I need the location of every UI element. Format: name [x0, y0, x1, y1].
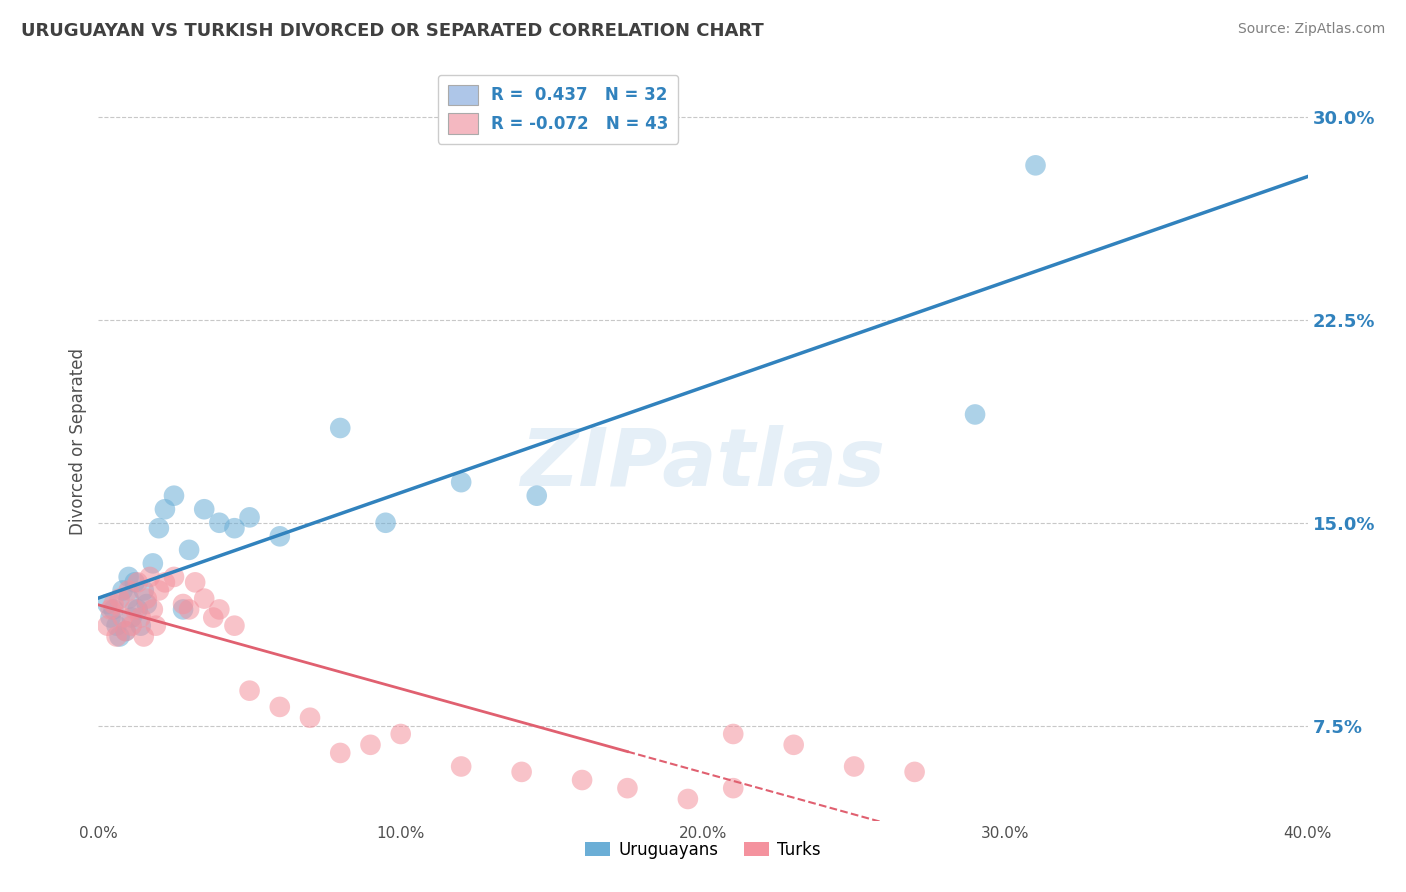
Point: [208, 602, 231, 616]
Point: [132, 630, 155, 644]
Point: [132, 583, 155, 598]
Point: [103, 597, 125, 611]
Point: [783, 738, 806, 752]
Point: [163, 570, 186, 584]
Point: [844, 759, 866, 773]
Point: [148, 583, 170, 598]
Point: [105, 630, 128, 644]
Point: [108, 630, 131, 644]
Point: [111, 610, 134, 624]
Point: [1024, 158, 1046, 172]
Point: [224, 618, 246, 632]
Point: [172, 597, 194, 611]
Point: [114, 624, 136, 639]
Point: [676, 792, 699, 806]
Point: [148, 521, 170, 535]
Point: [360, 738, 382, 752]
Point: [103, 602, 125, 616]
Point: [129, 610, 152, 624]
Point: [571, 772, 593, 787]
Point: [127, 575, 149, 590]
Point: [202, 610, 225, 624]
Point: [616, 781, 638, 796]
Point: [299, 711, 322, 725]
Point: [329, 746, 352, 760]
Point: [127, 602, 149, 616]
Point: [153, 575, 176, 590]
Text: ZIPatlas: ZIPatlas: [520, 425, 886, 503]
Point: [118, 570, 141, 584]
Point: [129, 618, 152, 632]
Point: [510, 764, 533, 779]
Point: [124, 602, 146, 616]
Point: [723, 781, 745, 796]
Point: [269, 529, 291, 543]
Point: [224, 521, 246, 535]
Text: URUGUAYAN VS TURKISH DIVORCED OR SEPARATED CORRELATION CHART: URUGUAYAN VS TURKISH DIVORCED OR SEPARAT…: [21, 22, 763, 40]
Point: [153, 502, 176, 516]
Point: [904, 764, 927, 779]
Point: [135, 591, 157, 606]
Point: [389, 727, 412, 741]
Point: [100, 610, 122, 624]
Point: [100, 602, 122, 616]
Point: [142, 602, 165, 616]
Point: [114, 624, 136, 639]
Point: [239, 510, 262, 524]
Legend: Uruguayans, Turks: Uruguayans, Turks: [579, 834, 827, 865]
Point: [96, 618, 118, 632]
Point: [329, 421, 352, 435]
Point: [172, 602, 194, 616]
Point: [124, 575, 146, 590]
Point: [111, 583, 134, 598]
Point: [135, 597, 157, 611]
Point: [184, 575, 207, 590]
Point: [965, 408, 987, 422]
Point: [723, 727, 745, 741]
Point: [163, 489, 186, 503]
Point: [121, 610, 143, 624]
Point: [374, 516, 396, 530]
Point: [179, 542, 201, 557]
Point: [121, 618, 143, 632]
Point: [450, 759, 472, 773]
Point: [179, 602, 201, 616]
Point: [118, 583, 141, 598]
Point: [105, 618, 128, 632]
Point: [142, 557, 165, 571]
Point: [139, 570, 162, 584]
Point: [118, 591, 141, 606]
Point: [239, 683, 262, 698]
Point: [269, 699, 291, 714]
Point: [208, 516, 231, 530]
Point: [145, 618, 167, 632]
Point: [526, 489, 548, 503]
Point: [108, 591, 131, 606]
Point: [450, 475, 472, 490]
Point: [193, 502, 215, 516]
Point: [193, 591, 215, 606]
Point: [96, 597, 118, 611]
Y-axis label: Divorced or Separated: Divorced or Separated: [69, 348, 87, 535]
Text: Source: ZipAtlas.com: Source: ZipAtlas.com: [1237, 22, 1385, 37]
